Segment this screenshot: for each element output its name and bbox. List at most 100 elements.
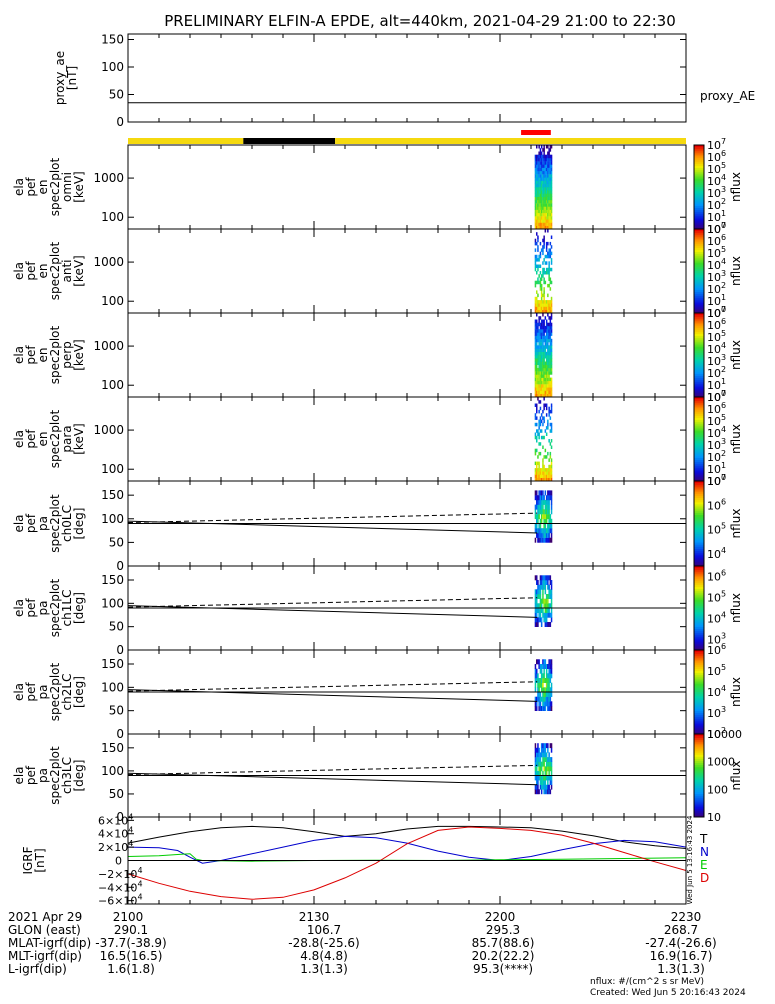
spectrogram-pixel: [545, 393, 548, 398]
colorbar-cell: [694, 666, 704, 670]
spectrogram-pixel: [550, 203, 553, 207]
spectrogram-pixel: [542, 598, 544, 604]
spectrogram-pixel: [543, 371, 545, 375]
spectrogram-pixel: [537, 393, 539, 398]
spectrogram-pixel: [536, 303, 538, 307]
colorbar-cell: [694, 729, 704, 733]
spectrogram-pixel: [547, 706, 549, 711]
spectrogram-pixel: [550, 351, 553, 356]
spectrogram-pixel: [549, 528, 552, 534]
spectrogram-pixel: [536, 464, 538, 469]
spectrogram-pixel: [534, 258, 537, 262]
spectrogram-pixel: [536, 209, 538, 214]
y-tick-label: −2×104: [98, 866, 143, 881]
spectrogram-pixel: [540, 358, 543, 362]
spectrogram-pixel: [539, 216, 542, 220]
spectrogram-pixel: [549, 361, 552, 365]
colorbar-cell: [694, 692, 704, 695]
colorbar-tick-label: 102: [707, 726, 726, 741]
colorbar-cell: [694, 161, 704, 165]
colorbar-cell: [694, 355, 704, 358]
colorbar-cell: [694, 804, 704, 807]
spectrogram-pixel: [534, 461, 537, 466]
spectrogram-pixel: [548, 264, 550, 268]
spectrogram-pixel: [537, 477, 539, 482]
spectrogram-pixel: [539, 400, 542, 404]
panel-frame: [127, 228, 687, 314]
spectrogram-pixel: [540, 348, 543, 352]
spectrogram-pixel: [539, 603, 542, 609]
spectrogram-pixel: [549, 325, 552, 330]
spectrogram-pixel: [538, 532, 540, 538]
colorbar-cell: [694, 603, 704, 607]
spectrogram-pixel: [544, 537, 547, 543]
spectrogram-pixel: [543, 664, 545, 669]
spectrogram-pixel: [537, 235, 539, 239]
colorbar-tick-label: 103: [707, 269, 726, 284]
spectrogram-pixel: [549, 603, 552, 609]
colorbar-cell: [694, 266, 704, 270]
spectrogram-pixel: [548, 612, 550, 618]
colorbar-cell: [694, 681, 704, 684]
spectrogram-pixel: [540, 287, 543, 291]
colorbar-cell: [694, 551, 704, 554]
colorbar-cell: [694, 256, 704, 259]
spectrogram-pixel: [538, 608, 540, 613]
spectrogram-pixel: [544, 187, 547, 191]
spectrogram-pixel: [538, 190, 540, 194]
spectrogram-pixel: [542, 701, 544, 707]
spectrogram-pixel: [547, 757, 549, 762]
y-axis-label-line: ch2LC: [60, 674, 74, 711]
y-tick-label: 1000: [93, 255, 124, 269]
spectrogram-pixel: [539, 222, 542, 226]
spectrogram-pixel: [544, 387, 547, 391]
spectrogram-pixel: [550, 426, 553, 430]
spectrogram-pixel: [550, 222, 553, 226]
colorbar-cell: [694, 264, 704, 268]
colorbar-cell: [694, 357, 704, 360]
spectrogram-pixel: [550, 409, 553, 414]
ephemeris-date: 2021 Apr 29: [8, 910, 82, 924]
spectrogram-pixel: [550, 532, 553, 538]
spectrogram-pixel: [547, 608, 549, 613]
spectrogram-pixel: [550, 316, 553, 320]
spectrogram-pixel: [542, 532, 544, 538]
colorbar-cell: [694, 601, 704, 605]
spectrogram-pixel: [538, 499, 540, 505]
spectrogram-pixel: [538, 374, 540, 378]
footer-created: Created: Wed Jun 5 20:16:43 2024: [590, 988, 746, 998]
spectrogram-pixel: [544, 306, 547, 310]
spectrogram-pixel: [542, 267, 544, 272]
y-tick-label: 150: [101, 657, 124, 671]
colorbar-cell: [694, 487, 704, 490]
spectrogram-pixel: [543, 332, 545, 336]
spectrogram-pixel: [538, 659, 540, 665]
spectrogram-pixel: [544, 161, 547, 165]
spectrogram-pixel: [538, 390, 540, 394]
colorbar-cell: [694, 306, 704, 310]
spectrogram-pixel: [538, 303, 540, 307]
spectrogram-pixel: [542, 225, 544, 230]
spectrogram-pixel: [543, 659, 545, 665]
spectrogram-pixel: [549, 351, 552, 356]
colorbar-cell: [694, 744, 704, 747]
spectrogram-pixel: [538, 528, 540, 534]
spectrogram-pixel: [537, 429, 539, 433]
spectrogram-pixel: [544, 468, 547, 472]
spectrogram-pixel: [538, 594, 540, 599]
spectrogram-pixel: [549, 212, 552, 217]
colorbar-cell: [694, 199, 704, 203]
colorbar-cell: [694, 481, 704, 484]
spectrogram-pixel: [538, 364, 540, 369]
spectrogram-pixel: [547, 761, 549, 767]
spectrogram-pixel: [539, 241, 542, 246]
colorbar-cell: [694, 616, 704, 619]
spectrogram-pixel: [534, 687, 537, 693]
spectrogram-pixel: [549, 322, 552, 327]
spectrogram-pixel: [540, 528, 543, 534]
y-tick-label: 0: [116, 810, 124, 824]
y-axis-label-line: ch0LC: [60, 505, 74, 542]
spectrogram-pixel: [548, 678, 550, 683]
colorbar-tick-label: 101: [707, 209, 726, 224]
colorbar-cell: [694, 708, 704, 712]
